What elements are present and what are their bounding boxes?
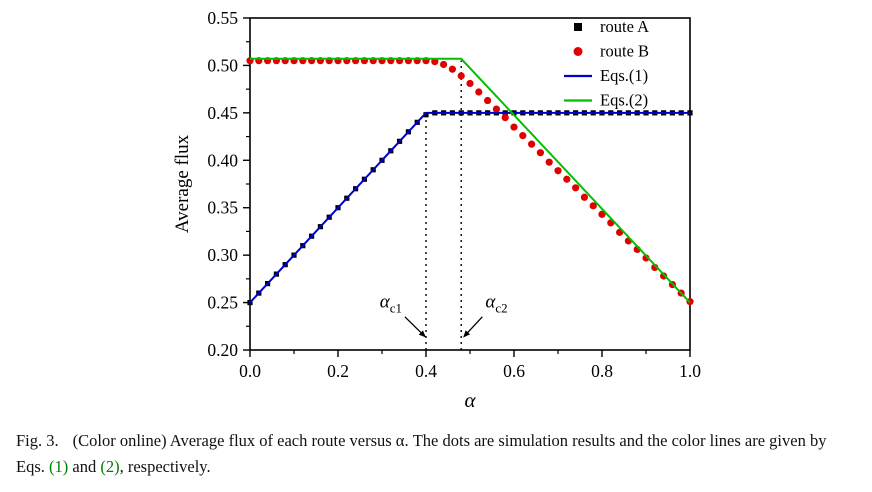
y-tick-label: 0.50	[207, 55, 238, 75]
figure-caption: Fig. 3. (Color online) Average flux of ea…	[16, 428, 854, 479]
legend-item-eqs-2-: Eqs.(2)	[564, 91, 648, 110]
series-eqs-1-	[249, 111, 690, 304]
annotations: αc1 αc2	[380, 291, 508, 338]
y-tick-label: 0.20	[207, 340, 238, 360]
legend-item-route-a: route A	[574, 17, 649, 36]
figure-3: 0.0 0.2 0.4 0.6 0.8 1.0 0.20 0.25 0.30 0.35 0.40 0.…	[16, 8, 854, 479]
x-axis-label: α	[464, 388, 476, 412]
legend-item-route-b: route B	[573, 42, 649, 61]
critical-alpha-reference-lines	[425, 60, 462, 350]
legend-label: route B	[600, 42, 649, 61]
x-tick-label: 1.0	[679, 361, 701, 381]
x-tick-label: 0.8	[591, 361, 613, 381]
axes: 0.0 0.2 0.4 0.6 0.8 1.0 0.20 0.25 0.30 0.35 0.40 0.…	[172, 8, 701, 412]
caption-eq-ref-2[interactable]: (2)	[100, 456, 120, 476]
annotation-label: αc1	[380, 291, 402, 315]
legend-circle-marker-icon	[573, 47, 583, 56]
average-flux-chart: 0.0 0.2 0.4 0.6 0.8 1.0 0.20 0.25 0.30 0.35 0.40 0.…	[172, 8, 701, 412]
caption-body-after: , respectively.	[119, 456, 211, 476]
annotation-arrow	[404, 316, 426, 338]
legend-label: route A	[600, 17, 649, 36]
x-tick-label: 0.4	[415, 361, 437, 381]
caption-body-between: and	[68, 456, 101, 476]
x-tick-label: 0.0	[239, 361, 261, 381]
series-eqs-2-	[250, 57, 691, 304]
caption-figure-label: Fig. 3.	[16, 431, 59, 450]
series-route-a	[247, 110, 693, 306]
x-tick-label: 0.2	[327, 361, 349, 381]
y-tick-label: 0.45	[207, 103, 238, 123]
annotation-label: αc2	[485, 291, 507, 315]
caption-eq-ref-1[interactable]: (1)	[49, 456, 69, 476]
caption-body-before: (Color online) Average flux of each rout…	[16, 431, 827, 476]
annotation-arrow	[463, 316, 483, 338]
legend: route A route B Eqs.(1) Eqs.(2)	[564, 17, 649, 110]
y-tick-label: 0.30	[207, 245, 238, 265]
y-tick-label: 0.35	[207, 198, 238, 218]
legend-label: Eqs.(1)	[600, 66, 648, 85]
legend-label: Eqs.(2)	[600, 91, 648, 110]
legend-item-eqs-1-: Eqs.(1)	[564, 66, 648, 85]
y-tick-label: 0.40	[207, 150, 238, 170]
y-axis-label: Average flux	[172, 134, 193, 233]
legend-square-marker-icon	[574, 23, 582, 31]
x-tick-label: 0.6	[503, 361, 525, 381]
line-series	[249, 57, 691, 304]
y-tick-label: 0.55	[207, 8, 238, 28]
y-tick-label: 0.25	[207, 293, 238, 313]
